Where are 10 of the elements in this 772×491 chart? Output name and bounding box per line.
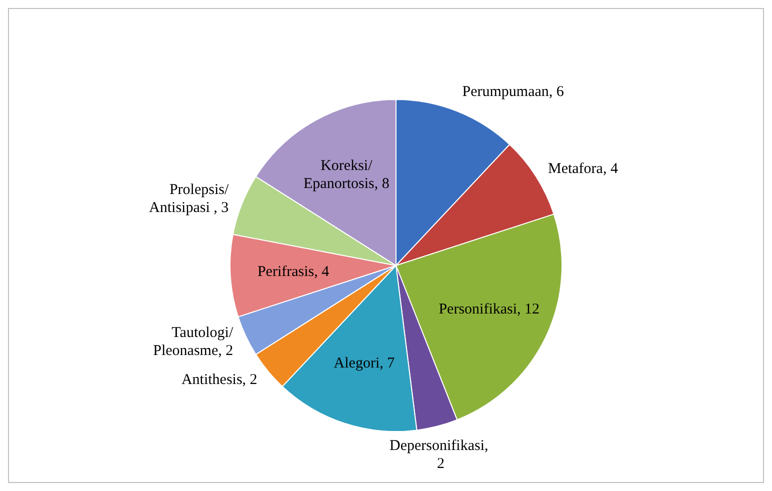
slice-label: Perifrasis, 4 bbox=[257, 264, 330, 280]
slice-label: Prolepsis/ Antisipasi , 3 bbox=[149, 182, 230, 216]
slice-label: Tautologi/ Pleonasme, 2 bbox=[153, 325, 234, 360]
slice-label: Metafora, 4 bbox=[548, 160, 618, 177]
slice-label: Alegori, 7 bbox=[334, 355, 396, 372]
slice-label: Koreksi/ Epanortosis, 8 bbox=[304, 158, 390, 192]
slice-label: Antithesis, 2 bbox=[181, 372, 258, 388]
slice-label: Depersonifikasi, 2 bbox=[390, 438, 492, 472]
slice-label: Perumpumaan, 6 bbox=[462, 84, 564, 100]
slice-label: Personifikasi, 12 bbox=[438, 301, 540, 318]
